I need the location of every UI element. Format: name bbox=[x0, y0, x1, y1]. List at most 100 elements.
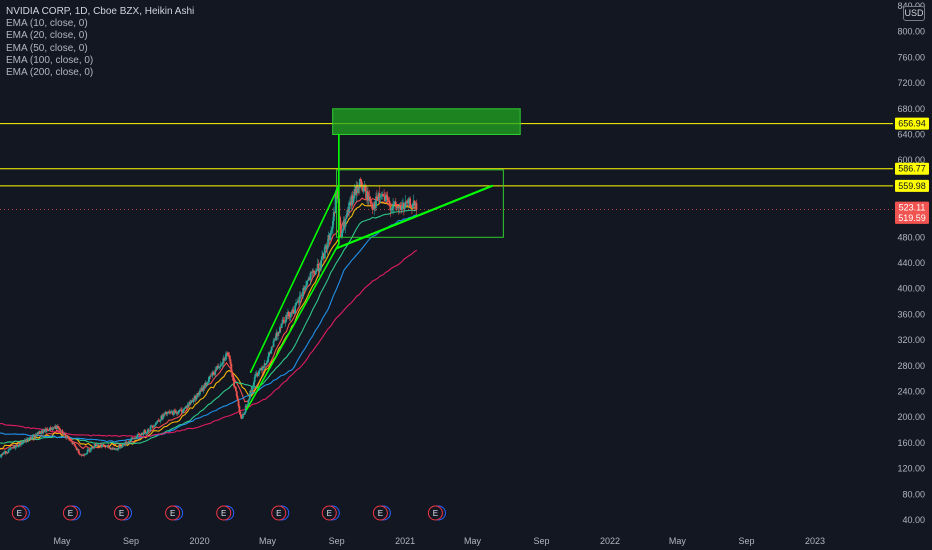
candle-body bbox=[285, 315, 288, 322]
candle-body bbox=[77, 449, 80, 454]
currency-button[interactable]: USD bbox=[903, 6, 925, 21]
candle-body bbox=[257, 374, 260, 377]
candle-body bbox=[296, 302, 298, 304]
y-tick-label: 200.00 bbox=[897, 412, 925, 422]
earnings-marker bbox=[372, 505, 388, 521]
candle-body bbox=[317, 264, 320, 272]
candle-body bbox=[4, 451, 7, 454]
candle-body bbox=[340, 226, 342, 237]
time-axis[interactable]: May Sep 2020 May Sep 2021 May Sep 2022 May Sep 2023 bbox=[0, 530, 932, 550]
candle-body bbox=[36, 432, 39, 437]
candle-body bbox=[75, 447, 78, 451]
y-tick-label: 240.00 bbox=[897, 387, 925, 397]
earnings-label: E bbox=[17, 509, 22, 518]
candle-body bbox=[226, 352, 229, 356]
candle-body bbox=[287, 311, 290, 317]
candle-body bbox=[358, 178, 361, 189]
candle-body bbox=[248, 398, 251, 401]
earnings-marker bbox=[271, 505, 287, 521]
candle-body bbox=[178, 410, 181, 413]
candle-body bbox=[268, 352, 270, 357]
candle-body bbox=[146, 429, 149, 433]
candle-body bbox=[360, 181, 363, 188]
ema-50-legend[interactable]: EMA (50, close, 0) bbox=[6, 42, 88, 54]
candle-body bbox=[3, 452, 5, 454]
candle-body bbox=[78, 453, 81, 455]
x-tick-label: May bbox=[53, 536, 71, 546]
candle-body bbox=[235, 391, 238, 397]
candle-body bbox=[292, 309, 295, 314]
candle-body bbox=[407, 199, 410, 204]
ema-10-legend[interactable]: EMA (10, close, 0) bbox=[6, 18, 88, 30]
earnings-label: E bbox=[433, 509, 438, 518]
candle-body bbox=[66, 436, 69, 438]
candle-body bbox=[21, 442, 23, 445]
candle-body bbox=[243, 412, 246, 415]
candle-body bbox=[323, 247, 326, 259]
earnings-label: E bbox=[221, 509, 226, 518]
y-tick-label: 120.00 bbox=[897, 464, 925, 474]
candle-body bbox=[142, 434, 145, 435]
ema-100-legend[interactable]: EMA (100, close, 0) bbox=[6, 54, 94, 66]
candle-body bbox=[154, 422, 157, 426]
y-tick-label: 720.00 bbox=[897, 78, 925, 88]
candle-body bbox=[333, 212, 336, 213]
candle-body bbox=[357, 187, 359, 193]
y-tick-label: 360.00 bbox=[897, 309, 925, 319]
candle-body bbox=[409, 198, 412, 207]
candle-body bbox=[331, 228, 333, 231]
candle-body bbox=[231, 372, 234, 377]
candle-body bbox=[129, 439, 132, 442]
y-tick-label: 160.00 bbox=[897, 438, 925, 448]
candle-body bbox=[415, 202, 418, 210]
candle-body bbox=[31, 437, 33, 439]
candle-body bbox=[92, 446, 94, 448]
candle-body bbox=[249, 390, 252, 399]
ema-200-legend[interactable]: EMA (200, close, 0) bbox=[6, 67, 94, 79]
candle-body bbox=[89, 449, 92, 452]
candle-body bbox=[346, 210, 349, 215]
candle-body bbox=[284, 321, 287, 323]
price-tag-label: 523.11 bbox=[899, 203, 926, 213]
candle-body bbox=[139, 435, 142, 437]
candle-body bbox=[225, 353, 227, 360]
candle-body bbox=[84, 454, 86, 456]
candle-body bbox=[95, 445, 98, 447]
candle-body bbox=[368, 196, 371, 200]
candle-body bbox=[228, 355, 231, 360]
candle-body bbox=[405, 201, 408, 203]
candle-body bbox=[177, 412, 180, 414]
candle-body bbox=[222, 358, 225, 364]
candle-body bbox=[293, 312, 296, 314]
candle-body bbox=[186, 404, 189, 408]
candle-body bbox=[238, 406, 241, 412]
candle-body bbox=[113, 447, 116, 450]
price-tag-label: 519.59 bbox=[898, 213, 926, 223]
earnings-label: E bbox=[276, 509, 281, 518]
price-axis[interactable]: 40.00 80.00 120.00 160.00 200.00 240.00 280.00… bbox=[893, 0, 932, 530]
candle-body bbox=[6, 452, 9, 454]
price-tag-box bbox=[895, 179, 929, 192]
candle-body bbox=[234, 386, 236, 388]
candle-body bbox=[329, 232, 332, 241]
candle-body bbox=[212, 371, 215, 375]
candle-body bbox=[206, 382, 208, 386]
candle-body bbox=[386, 196, 389, 200]
candle-body bbox=[31, 435, 34, 438]
candle-body bbox=[401, 205, 403, 210]
candles-layer bbox=[0, 177, 418, 459]
candle-body bbox=[375, 196, 377, 208]
earnings-marker bbox=[216, 505, 232, 521]
candle-body bbox=[210, 375, 213, 377]
candle-body bbox=[199, 390, 202, 392]
symbol-title[interactable]: NVIDIA CORP, 1D, Cboe BZX, Heikin Ashi bbox=[6, 6, 195, 17]
candle-body bbox=[197, 393, 200, 395]
candle-body bbox=[190, 401, 192, 404]
candle-body bbox=[269, 350, 272, 354]
candle-body bbox=[385, 195, 388, 197]
candle-body bbox=[252, 386, 254, 388]
ema-20-legend[interactable]: EMA (20, close, 0) bbox=[6, 30, 88, 42]
candle-body bbox=[313, 270, 315, 273]
candle-body bbox=[261, 366, 264, 371]
